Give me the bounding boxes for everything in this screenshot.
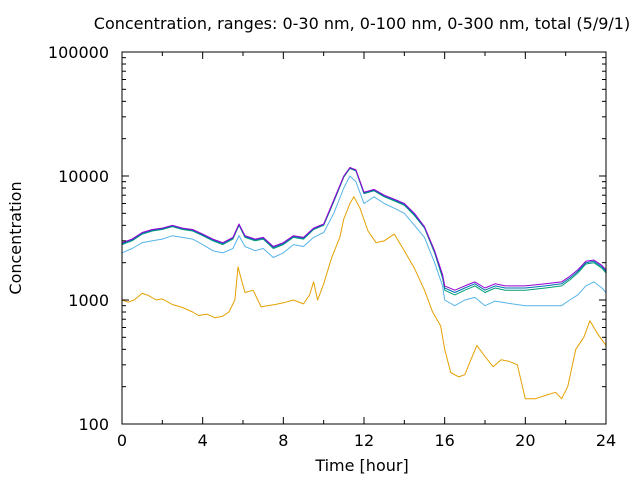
x-axis-label: Time [hour] xyxy=(314,456,408,475)
plot-frame xyxy=(121,51,607,425)
plot-lines xyxy=(121,167,607,400)
y-axis: 100 1000 10000 100000 xyxy=(48,43,606,434)
series-line-2 xyxy=(121,175,607,307)
series-line-1 xyxy=(121,196,607,400)
y-tick-label: 100000 xyxy=(48,43,109,62)
y-tick-label: 10000 xyxy=(58,167,109,186)
x-tick-label: 20 xyxy=(515,431,535,450)
x-tick-label: 12 xyxy=(354,431,374,450)
x-tick-label: 24 xyxy=(596,431,616,450)
series-line-5 xyxy=(121,167,607,291)
x-tick-label: 8 xyxy=(278,431,288,450)
x-tick-label: 4 xyxy=(198,431,208,450)
x-tick-label: 16 xyxy=(434,431,454,450)
x-axis: 0 4 8 12 16 20 24 xyxy=(117,52,616,450)
y-tick-label: 100 xyxy=(78,415,109,434)
y-axis-label: Concentration xyxy=(6,181,25,294)
chart-title: Concentration, ranges: 0-30 nm, 0-100 nm… xyxy=(94,14,630,33)
x-tick-label: 0 xyxy=(117,431,127,450)
y-tick-label: 1000 xyxy=(68,291,109,310)
